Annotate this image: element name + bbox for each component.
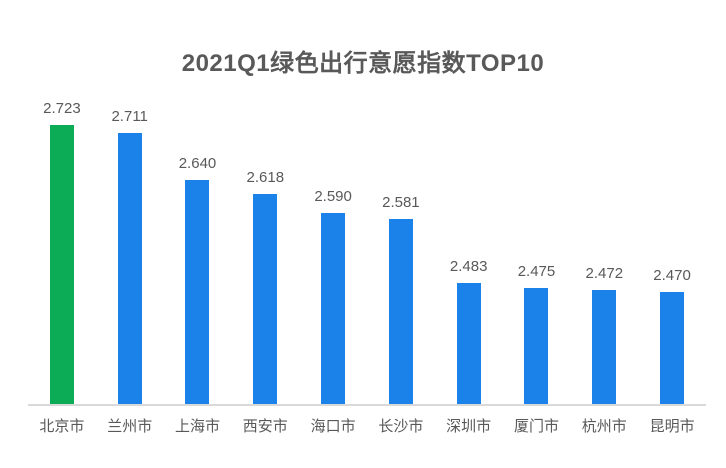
bar-group: 2.475 厦门市 [503,0,571,441]
bar [321,213,346,404]
bar [253,194,278,404]
bar-value-label: 2.618 [246,169,285,186]
x-axis-line [28,404,706,406]
x-axis-label: 海口市 [310,418,356,435]
bar-value-label: 2.640 [178,155,217,172]
bar-group: 2.470 昆明市 [638,0,706,441]
bar [185,180,210,404]
x-axis-label: 杭州市 [581,418,627,435]
bar-value-label: 2.472 [585,265,624,282]
bar [456,283,481,404]
bar [592,290,617,404]
bar-value-label: 2.711 [111,108,148,125]
bar-group: 2.581 长沙市 [367,0,435,441]
bar-group: 2.590 海口市 [299,0,367,441]
bar-group: 2.711 兰州市 [96,0,164,441]
bar [117,133,142,404]
bar-group: 2.472 杭州市 [570,0,638,441]
bar-value-label: 2.475 [517,263,556,280]
bar [388,219,413,404]
x-axis-label: 长沙市 [378,418,424,435]
bar-value-label: 2.483 [449,258,488,275]
bar-group: 2.640 上海市 [164,0,232,441]
x-axis-label: 北京市 [39,418,85,435]
bar [524,288,549,404]
bar-value-label: 2.581 [382,194,420,211]
x-axis-label: 昆明市 [649,418,695,435]
bar-value-label: 2.590 [314,188,352,205]
chart-title: 2021Q1绿色出行意愿指数TOP10 [181,50,545,77]
bar [49,125,74,404]
bar-group: 2.723 北京市 [28,0,96,441]
x-axis-label: 西安市 [242,418,288,435]
x-axis-label: 上海市 [174,418,220,435]
x-axis-label: 深圳市 [446,418,492,435]
bar-value-label: 2.470 [653,267,691,284]
x-axis-label: 厦门市 [513,418,559,435]
bar [660,292,685,404]
x-axis-label: 兰州市 [107,418,153,435]
bar-group: 2.618 西安市 [231,0,299,441]
bar-group: 2.483 深圳市 [435,0,503,441]
plot-area: 2.723 北京市 2.711 兰州市 2.640 上海市 2.618 西安市 2.590 海口市… [28,0,706,441]
bar-value-label: 2.723 [43,100,81,117]
